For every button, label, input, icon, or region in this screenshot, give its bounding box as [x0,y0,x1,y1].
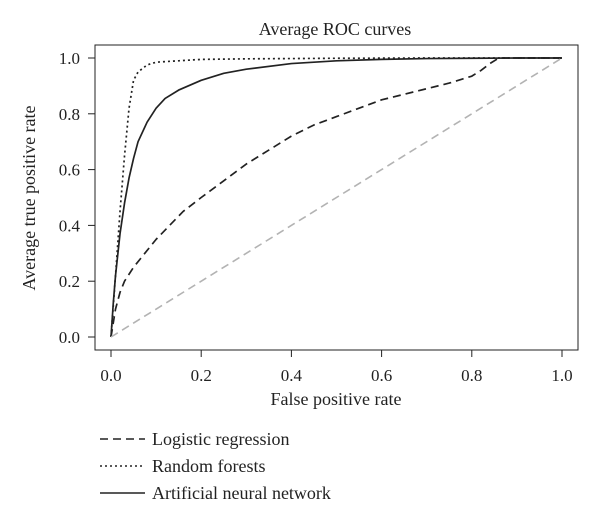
legend-label: Random forests [152,456,265,476]
x-axis: 0.0 0.2 0.4 0.6 0.8 1.0 [100,350,573,385]
series-line-1 [110,57,562,338]
y-tick-label: 0.6 [59,161,80,180]
y-tick-label: 0.0 [59,328,80,347]
x-axis-title: False positive rate [271,389,402,409]
x-tick-label: 0.4 [281,366,303,385]
x-tick-label: 0.2 [191,366,212,385]
x-tick-label: 0.0 [100,366,121,385]
legend: Logistic regression Random forests Artific… [100,429,331,503]
legend-label: Artificial neural network [152,483,331,503]
diagonal-reference-line [110,57,563,338]
legend-label: Logistic regression [152,429,289,449]
y-tick-label: 0.2 [59,272,80,291]
x-tick-label: 0.8 [461,366,482,385]
chart-title: Average ROC curves [259,19,412,39]
series-line-3 [110,57,562,338]
y-axis-title: Average true positive rate [19,105,39,290]
y-tick-label: 0.8 [59,105,80,124]
y-tick-label: 0.4 [59,216,81,235]
y-tick-label: 1.0 [59,49,80,68]
plot-frame [94,44,579,351]
x-tick-label: 1.0 [551,366,572,385]
x-tick-label: 0.6 [371,366,392,385]
y-axis: 0.0 0.2 0.4 0.6 0.8 1.0 [59,49,95,347]
